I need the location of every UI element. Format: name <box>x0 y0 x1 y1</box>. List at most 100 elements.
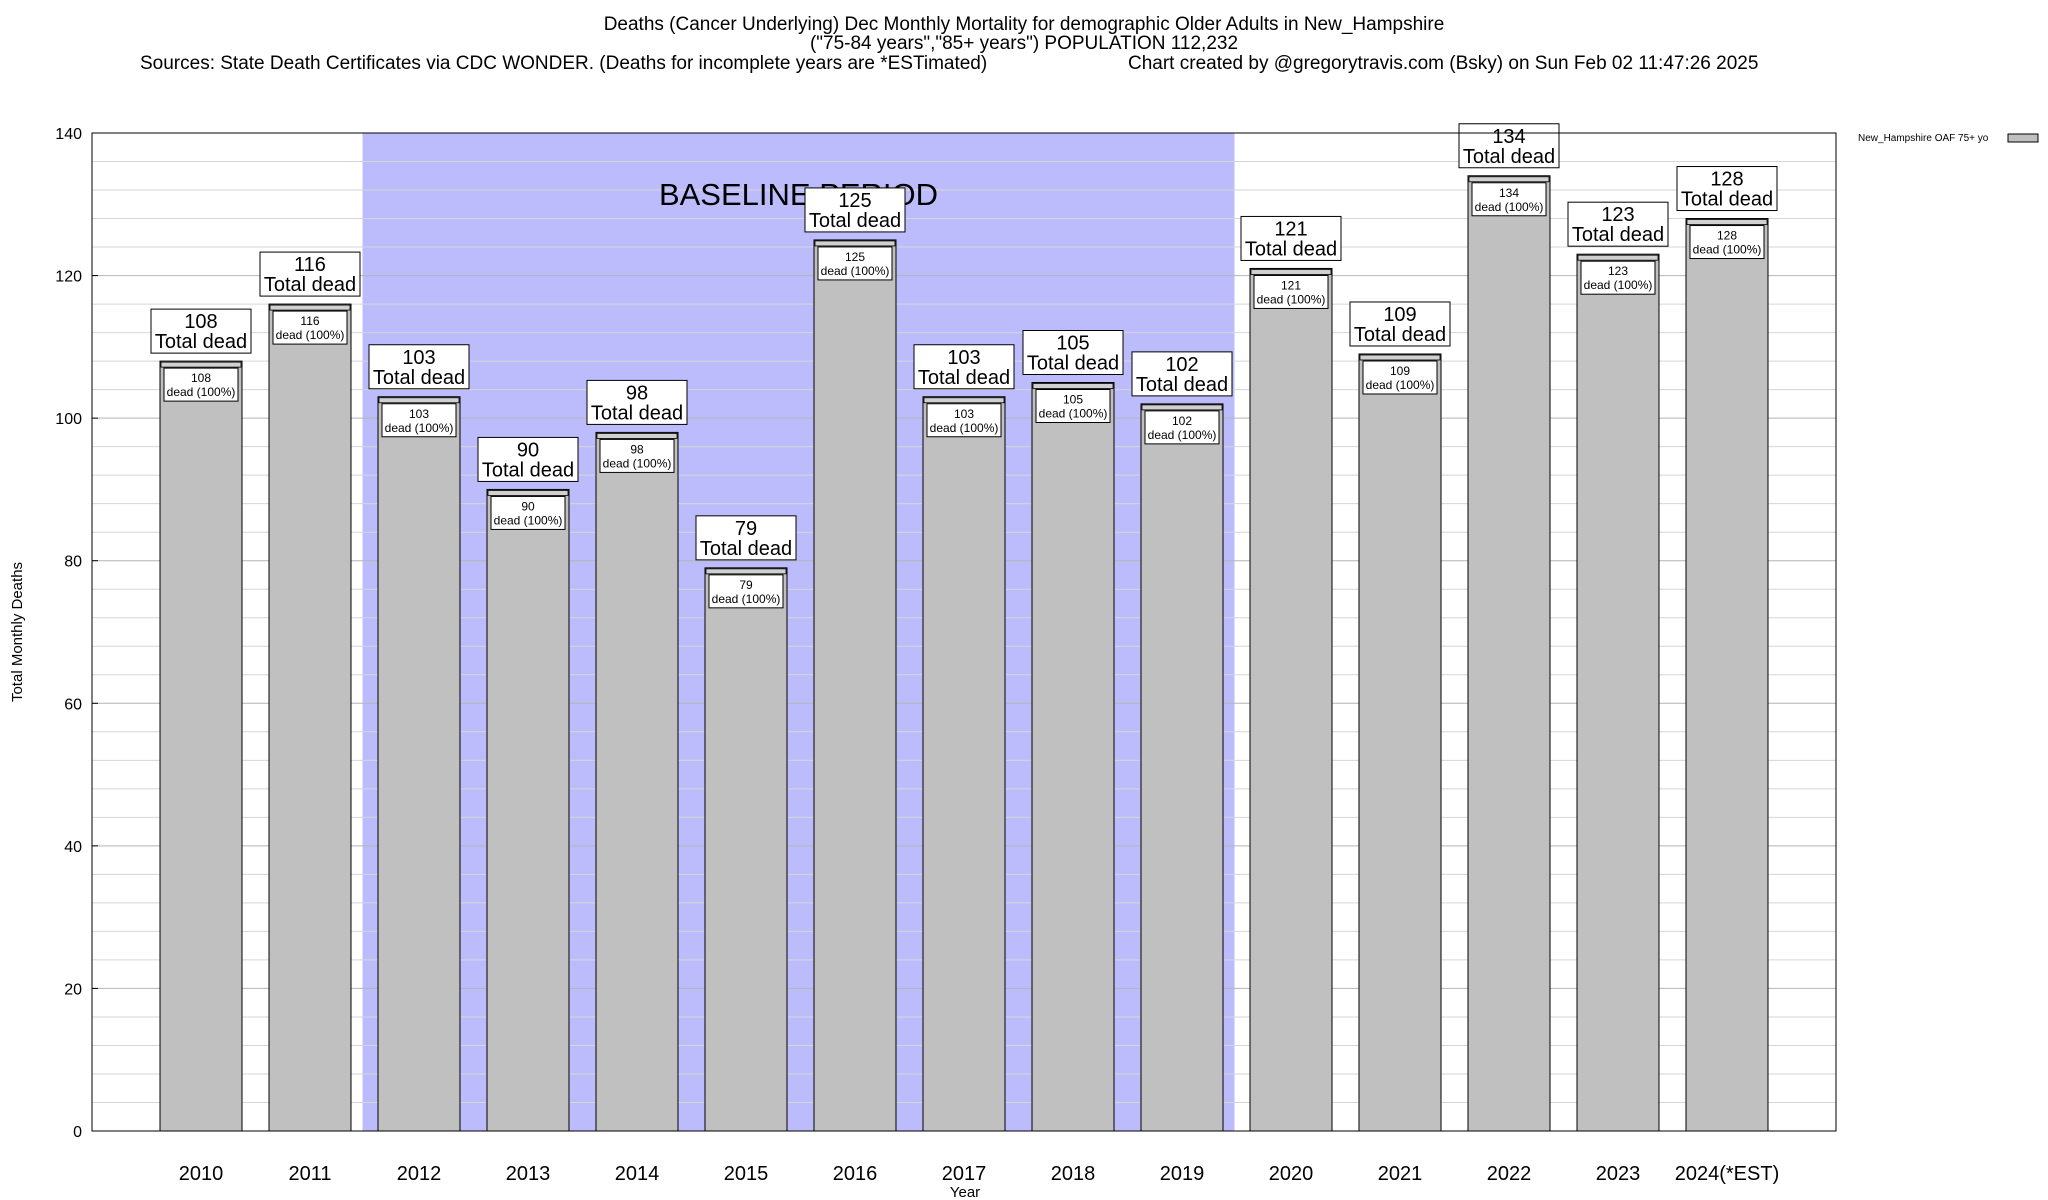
total-label-box <box>913 344 1015 390</box>
x-tick-label: 2023 <box>1596 1163 1641 1185</box>
bar <box>1249 267 1333 1132</box>
x-axis-label: Year <box>950 1184 980 1200</box>
x-tick-label: 2016 <box>833 1163 878 1185</box>
plot-border <box>91 132 1837 1132</box>
inner-label-value: 116 <box>300 314 319 328</box>
bar <box>159 360 243 1132</box>
inner-label-text: dead (100%) <box>494 513 563 527</box>
total-label-value: 134 <box>1492 126 1525 148</box>
inner-label-value: 102 <box>1172 414 1192 428</box>
x-tick-label: 2020 <box>1269 1163 1314 1185</box>
inner-label-value: 105 <box>1063 393 1083 407</box>
inner-label-box <box>381 403 457 438</box>
inner-label-value: 134 <box>1499 186 1519 200</box>
total-label-text: Total dead <box>1354 324 1446 346</box>
x-tick-label: 2017 <box>942 1163 987 1185</box>
x-tick-label: 2021 <box>1378 1163 1423 1185</box>
inner-label-text: dead (100%) <box>821 264 890 278</box>
chart-credit: Chart created by @gregorytravis.com (Bsk… <box>1128 53 1759 74</box>
total-label-value: 123 <box>1601 204 1634 226</box>
total-label-box <box>586 379 688 425</box>
inner-label-text: dead (100%) <box>1584 278 1653 292</box>
inner-label-value: 123 <box>1608 264 1628 278</box>
total-label-box <box>477 436 579 482</box>
inner-label-value: 109 <box>1390 364 1410 378</box>
total-label-box <box>1131 351 1233 397</box>
x-tick-label: 2013 <box>506 1163 551 1185</box>
total-label-box <box>1022 330 1124 375</box>
bar <box>1576 253 1660 1132</box>
total-label-value: 105 <box>1056 333 1089 355</box>
inner-label-box <box>1689 225 1765 260</box>
bar <box>813 239 897 1132</box>
inner-label-value: 79 <box>739 578 753 592</box>
total-label-box <box>1240 215 1342 261</box>
total-label-box <box>259 251 361 297</box>
bar-cap <box>160 361 242 368</box>
inner-label-value: 98 <box>630 442 644 456</box>
total-label-value: 128 <box>1710 169 1743 191</box>
bar-cap <box>1468 176 1550 183</box>
y-tick-label: 120 <box>55 269 82 286</box>
y-tick-label: 100 <box>55 411 82 428</box>
bar-cap <box>1141 404 1223 411</box>
x-tick-label: 2018 <box>1051 1163 1096 1185</box>
total-label-box <box>804 187 906 233</box>
bar <box>595 431 679 1132</box>
total-label-text: Total dead <box>1681 189 1773 211</box>
x-tick-label: 2014 <box>615 1163 660 1185</box>
x-tick-label: 2024(*EST) <box>1675 1163 1780 1185</box>
bar-cap <box>487 490 569 496</box>
total-label-box <box>1567 201 1669 247</box>
bar <box>1140 403 1224 1132</box>
inner-label-value: 128 <box>1717 229 1737 243</box>
bar <box>377 396 461 1132</box>
bar <box>1467 175 1551 1132</box>
inner-label-text: dead (100%) <box>385 421 454 435</box>
total-label-value: 109 <box>1383 304 1416 326</box>
inner-label-box <box>599 438 675 473</box>
y-tick-label: 60 <box>64 696 82 713</box>
bar <box>922 396 1006 1132</box>
x-tick-label: 2015 <box>724 1163 769 1185</box>
bar-cap <box>1577 254 1659 261</box>
total-label-box <box>368 344 470 390</box>
bar-cap <box>1359 354 1441 361</box>
bar-cap <box>923 397 1005 404</box>
total-label-box <box>150 308 252 354</box>
bar-cap <box>705 568 787 575</box>
total-label-box <box>1458 123 1560 169</box>
inner-label-box <box>708 574 784 609</box>
x-tick-label: 2012 <box>397 1163 442 1185</box>
total-label-text: Total dead <box>373 367 465 389</box>
inner-label-value: 121 <box>1281 278 1301 292</box>
y-tick-label: 80 <box>64 554 82 571</box>
y-tick-label: 40 <box>64 839 82 856</box>
inner-label-box <box>817 246 893 281</box>
inner-label-text: dead (100%) <box>712 592 781 606</box>
x-tick-label: 2010 <box>179 1163 224 1185</box>
inner-label-box <box>1253 274 1329 309</box>
total-label-box <box>695 515 797 561</box>
legend-label: New_Hampshire OAF 75+ yo <box>1858 133 1989 144</box>
inner-label-text: dead (100%) <box>1366 378 1435 392</box>
total-label-value: 98 <box>626 382 648 404</box>
bar <box>704 567 788 1132</box>
inner-label-box <box>1144 410 1220 445</box>
bar-cap <box>1686 219 1768 225</box>
inner-label-text: dead (100%) <box>1257 292 1326 306</box>
total-label-text: Total dead <box>591 402 683 424</box>
total-label-value: 79 <box>735 518 757 540</box>
total-label-text: Total dead <box>264 274 356 296</box>
bar-cap <box>1032 383 1114 389</box>
total-label-text: Total dead <box>1136 374 1228 396</box>
bar-cap <box>814 240 896 247</box>
inner-label-box <box>272 310 348 345</box>
inner-label-text: dead (100%) <box>1693 243 1762 257</box>
inner-label-text: dead (100%) <box>1475 200 1544 214</box>
total-label-value: 121 <box>1274 218 1307 240</box>
inner-label-value: 125 <box>845 250 865 264</box>
inner-label-text: dead (100%) <box>1039 407 1108 421</box>
total-label-value: 102 <box>1165 354 1198 376</box>
